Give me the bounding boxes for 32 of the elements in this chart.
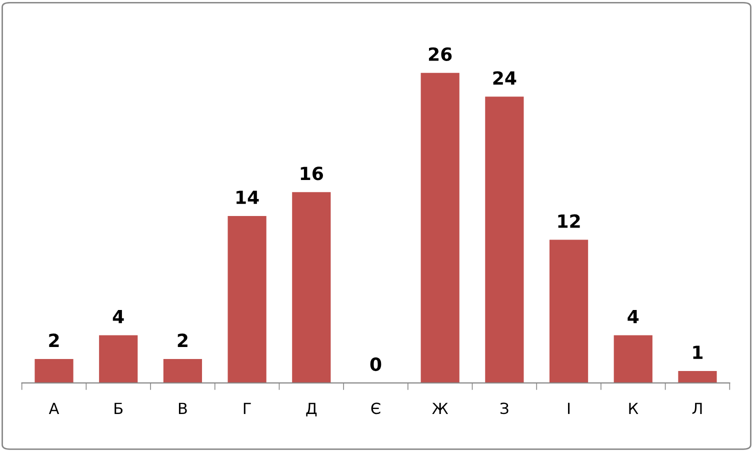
x-tick-label: З [500, 402, 508, 414]
x-tick-label: К [629, 402, 638, 414]
bar [614, 335, 652, 383]
x-tick-label: Д [306, 402, 317, 416]
data-label: 16 [300, 166, 323, 180]
data-label: 26 [428, 47, 452, 62]
bar [678, 370, 717, 383]
bar [228, 216, 266, 383]
x-tick-label: Л [692, 402, 702, 414]
data-label: 2 [178, 334, 188, 347]
data-label: 12 [558, 214, 580, 228]
data-label: 2 [49, 334, 59, 347]
x-tick-label: Г [244, 402, 251, 414]
bar [549, 240, 588, 383]
data-label: 14 [236, 190, 259, 204]
bar [420, 72, 460, 383]
x-tick-label: Є [371, 402, 380, 414]
x-tick-label: Б [114, 402, 123, 414]
x-tick-label: А [48, 402, 60, 414]
data-label: 4 [112, 310, 124, 324]
data-label: 4 [628, 310, 639, 324]
bar [163, 359, 202, 383]
x-tick-label: Ж [432, 402, 448, 414]
bar [34, 359, 74, 383]
x-tick-label: І [568, 402, 570, 414]
bar [292, 192, 331, 383]
bar [485, 96, 524, 383]
x-tick-label: В [178, 402, 187, 414]
data-label: 0 [370, 357, 382, 372]
bar [99, 335, 138, 383]
data-label: 1 [693, 346, 703, 359]
data-label: 24 [493, 71, 516, 85]
